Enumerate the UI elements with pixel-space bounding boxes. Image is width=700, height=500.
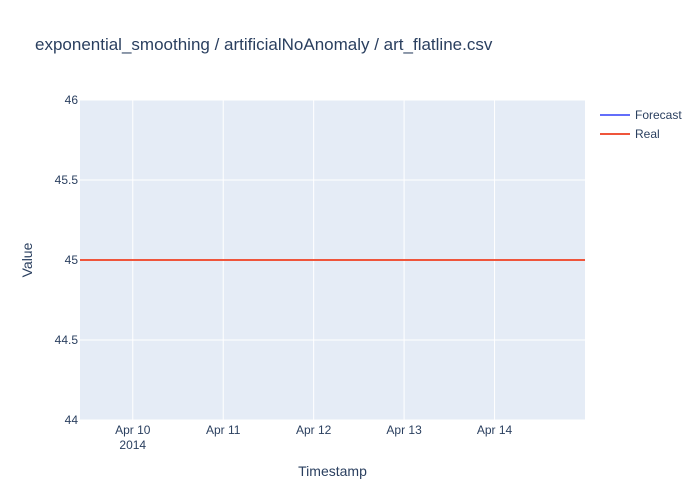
x-tick-year-label: 2014 <box>119 438 146 452</box>
x-tick-label: Apr 12 <box>296 423 332 437</box>
x-tick-label: Apr 10 <box>115 423 151 437</box>
y-tick-label: 45 <box>65 253 79 267</box>
y-axis-ticks: 44 44.5 45 45.5 46 <box>55 93 79 427</box>
legend-item-real[interactable]: Real <box>600 127 660 141</box>
legend-label: Forecast <box>635 108 682 122</box>
x-tick-label: Apr 14 <box>477 423 513 437</box>
legend[interactable]: Forecast Real <box>600 108 682 141</box>
legend-label: Real <box>635 127 660 141</box>
y-tick-label: 45.5 <box>55 173 79 187</box>
chart-title: exponential_smoothing / artificialNoAnom… <box>35 35 493 54</box>
y-tick-label: 46 <box>65 93 79 107</box>
x-tick-label: Apr 13 <box>386 423 422 437</box>
y-tick-label: 44.5 <box>55 333 79 347</box>
x-axis-title: Timestamp <box>298 463 367 479</box>
y-tick-label: 44 <box>65 413 79 427</box>
y-axis-title: Value <box>19 242 35 277</box>
x-tick-label: Apr 11 <box>206 423 241 437</box>
legend-item-forecast[interactable]: Forecast <box>600 108 682 122</box>
